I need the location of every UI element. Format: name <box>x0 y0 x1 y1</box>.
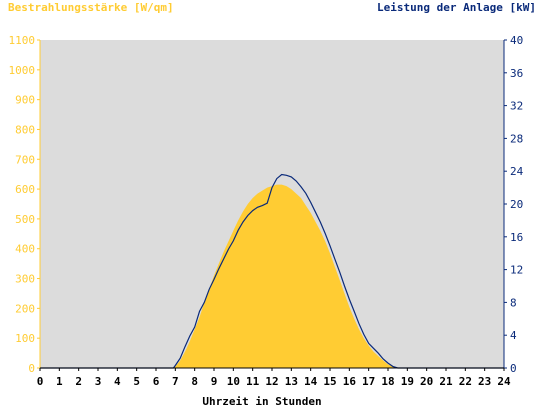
right-tick-label: 16 <box>510 231 523 244</box>
x-tick-label: 7 <box>172 375 179 388</box>
left-axis-title: Bestrahlungsstärke [W/qm] <box>8 1 174 14</box>
left-tick-label: 600 <box>15 183 35 196</box>
x-tick-label: 1 <box>56 375 63 388</box>
left-tick-label: 700 <box>15 153 35 166</box>
left-tick-label: 1100 <box>9 34 36 47</box>
right-tick-label: 24 <box>510 165 524 178</box>
x-tick-label: 21 <box>439 375 453 388</box>
left-tick-label: 400 <box>15 243 35 256</box>
x-tick-label: 16 <box>343 375 357 388</box>
right-tick-label: 32 <box>510 100 523 113</box>
x-tick-label: 15 <box>323 375 336 388</box>
x-tick-label: 3 <box>95 375 102 388</box>
left-tick-label: 800 <box>15 123 35 136</box>
x-tick-label: 19 <box>401 375 414 388</box>
left-tick-label: 300 <box>15 273 35 286</box>
right-tick-label: 36 <box>510 67 523 80</box>
right-axis-ticks: 0 4 8 12 16 20 24 28 32 36 40 <box>504 34 524 375</box>
x-tick-label: 12 <box>265 375 278 388</box>
right-tick-label: 40 <box>510 34 523 47</box>
right-tick-label: 12 <box>510 264 523 277</box>
left-tick-label: 900 <box>15 94 35 107</box>
series-layer <box>40 173 504 369</box>
power-line <box>40 173 504 369</box>
x-axis-title: Uhrzeit in Stunden <box>202 395 321 408</box>
x-tick-label: 20 <box>420 375 433 388</box>
left-axis-ticks: 0 100 200 300 400 500 600 700 800 900 1000 1100 <box>9 34 40 375</box>
x-tick-label: 4 <box>114 375 121 388</box>
x-tick-label: 17 <box>362 375 375 388</box>
x-tick-label: 9 <box>211 375 218 388</box>
left-tick-label: 1000 <box>9 64 36 77</box>
x-axis-ticks: 0 1 2 3 4 5 6 7 8 9 10 11 12 13 14 15 16 17 18 19 20 21 22 23 24 <box>37 368 511 388</box>
x-tick-label: 5 <box>133 375 140 388</box>
x-tick-label: 8 <box>191 375 198 388</box>
left-tick-label: 200 <box>15 302 35 315</box>
left-tick-label: 100 <box>15 332 35 345</box>
x-tick-label: 24 <box>497 375 511 388</box>
x-tick-label: 22 <box>459 375 472 388</box>
right-axis-title: Leistung der Anlage [kW] <box>377 1 536 14</box>
x-tick-label: 6 <box>153 375 160 388</box>
x-tick-label: 14 <box>304 375 318 388</box>
x-tick-label: 11 <box>246 375 260 388</box>
x-tick-label: 2 <box>75 375 82 388</box>
left-tick-label: 0 <box>28 362 35 375</box>
right-tick-label: 4 <box>510 329 517 342</box>
x-tick-label: 18 <box>381 375 394 388</box>
right-tick-label: 0 <box>510 362 517 375</box>
x-tick-label: 0 <box>37 375 44 388</box>
right-tick-label: 28 <box>510 132 523 145</box>
x-tick-label: 13 <box>285 375 298 388</box>
x-tick-label: 23 <box>478 375 491 388</box>
irradiance-area <box>40 184 504 368</box>
right-tick-label: 8 <box>510 296 517 309</box>
right-tick-label: 20 <box>510 198 523 211</box>
left-tick-label: 500 <box>15 213 35 226</box>
x-tick-label: 10 <box>227 375 240 388</box>
